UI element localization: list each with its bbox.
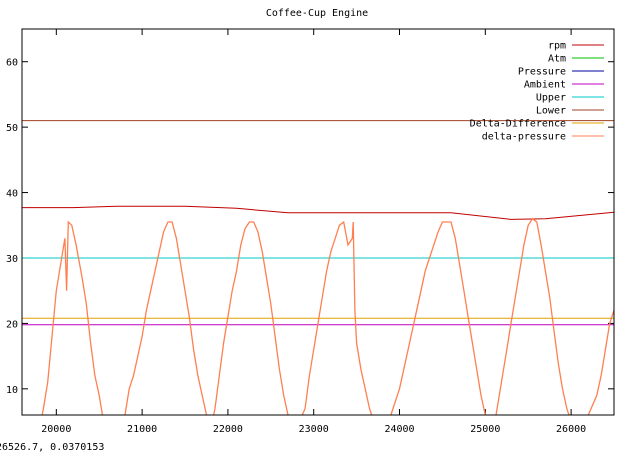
y-tick-label: 50 xyxy=(6,123,18,134)
series-line-rpm xyxy=(22,205,614,220)
legend-label-delta-difference: Delta-Difference xyxy=(470,119,566,130)
legend: rpm Atm Pressure Ambient Upper Lower Delta-Dif… xyxy=(470,41,604,143)
x-tick-label: 21000 xyxy=(127,424,157,435)
x-tick-label: 23000 xyxy=(299,424,329,435)
y-tick-label: 60 xyxy=(6,58,18,69)
legend-label-delta-pressure: delta-pressure xyxy=(482,132,566,143)
legend-label-ambient: Ambient xyxy=(524,80,566,91)
plot-frame xyxy=(21,28,615,416)
x-tick-label: 20000 xyxy=(41,424,71,435)
x-tick-label: 24000 xyxy=(384,424,414,435)
x-tick-label: 22000 xyxy=(213,424,243,435)
y-tick-label: 20 xyxy=(6,319,18,330)
legend-label-atm: Atm xyxy=(548,54,566,65)
legend-label-pressure: Pressure xyxy=(518,67,566,78)
y-tick-label: 30 xyxy=(6,254,18,265)
x-tick-label: 25000 xyxy=(470,424,500,435)
x-axis: 20000 21000 22000 23000 24000 25000 26000 xyxy=(41,29,586,435)
chart-title: Coffee-Cup Engine xyxy=(266,8,368,19)
series-line-delta-pressure xyxy=(26,217,614,415)
legend-label-lower: Lower xyxy=(536,106,566,117)
status-readout: 26526.7, 0.0370153 xyxy=(0,442,105,453)
legend-label-upper: Upper xyxy=(536,93,566,104)
y-tick-label: 10 xyxy=(6,385,18,396)
series-layer xyxy=(22,120,614,415)
y-tick-label: 40 xyxy=(6,189,18,200)
x-tick-label: 26000 xyxy=(556,424,586,435)
y-axis: 10 20 30 40 50 60 xyxy=(6,58,614,396)
legend-label-rpm: rpm xyxy=(548,41,566,52)
